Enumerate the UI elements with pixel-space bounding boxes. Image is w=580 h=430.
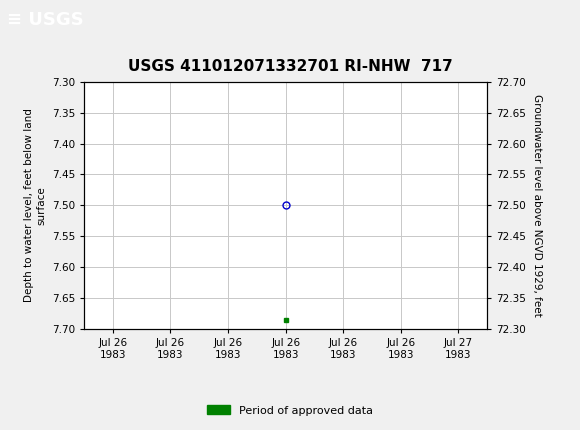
Text: USGS 411012071332701 RI-NHW  717: USGS 411012071332701 RI-NHW 717 bbox=[128, 59, 452, 74]
Text: ≡ USGS: ≡ USGS bbox=[7, 11, 84, 29]
Y-axis label: Depth to water level, feet below land
surface: Depth to water level, feet below land su… bbox=[24, 108, 46, 302]
Y-axis label: Groundwater level above NGVD 1929, feet: Groundwater level above NGVD 1929, feet bbox=[532, 94, 542, 317]
Legend: Period of approved data: Period of approved data bbox=[203, 401, 377, 420]
